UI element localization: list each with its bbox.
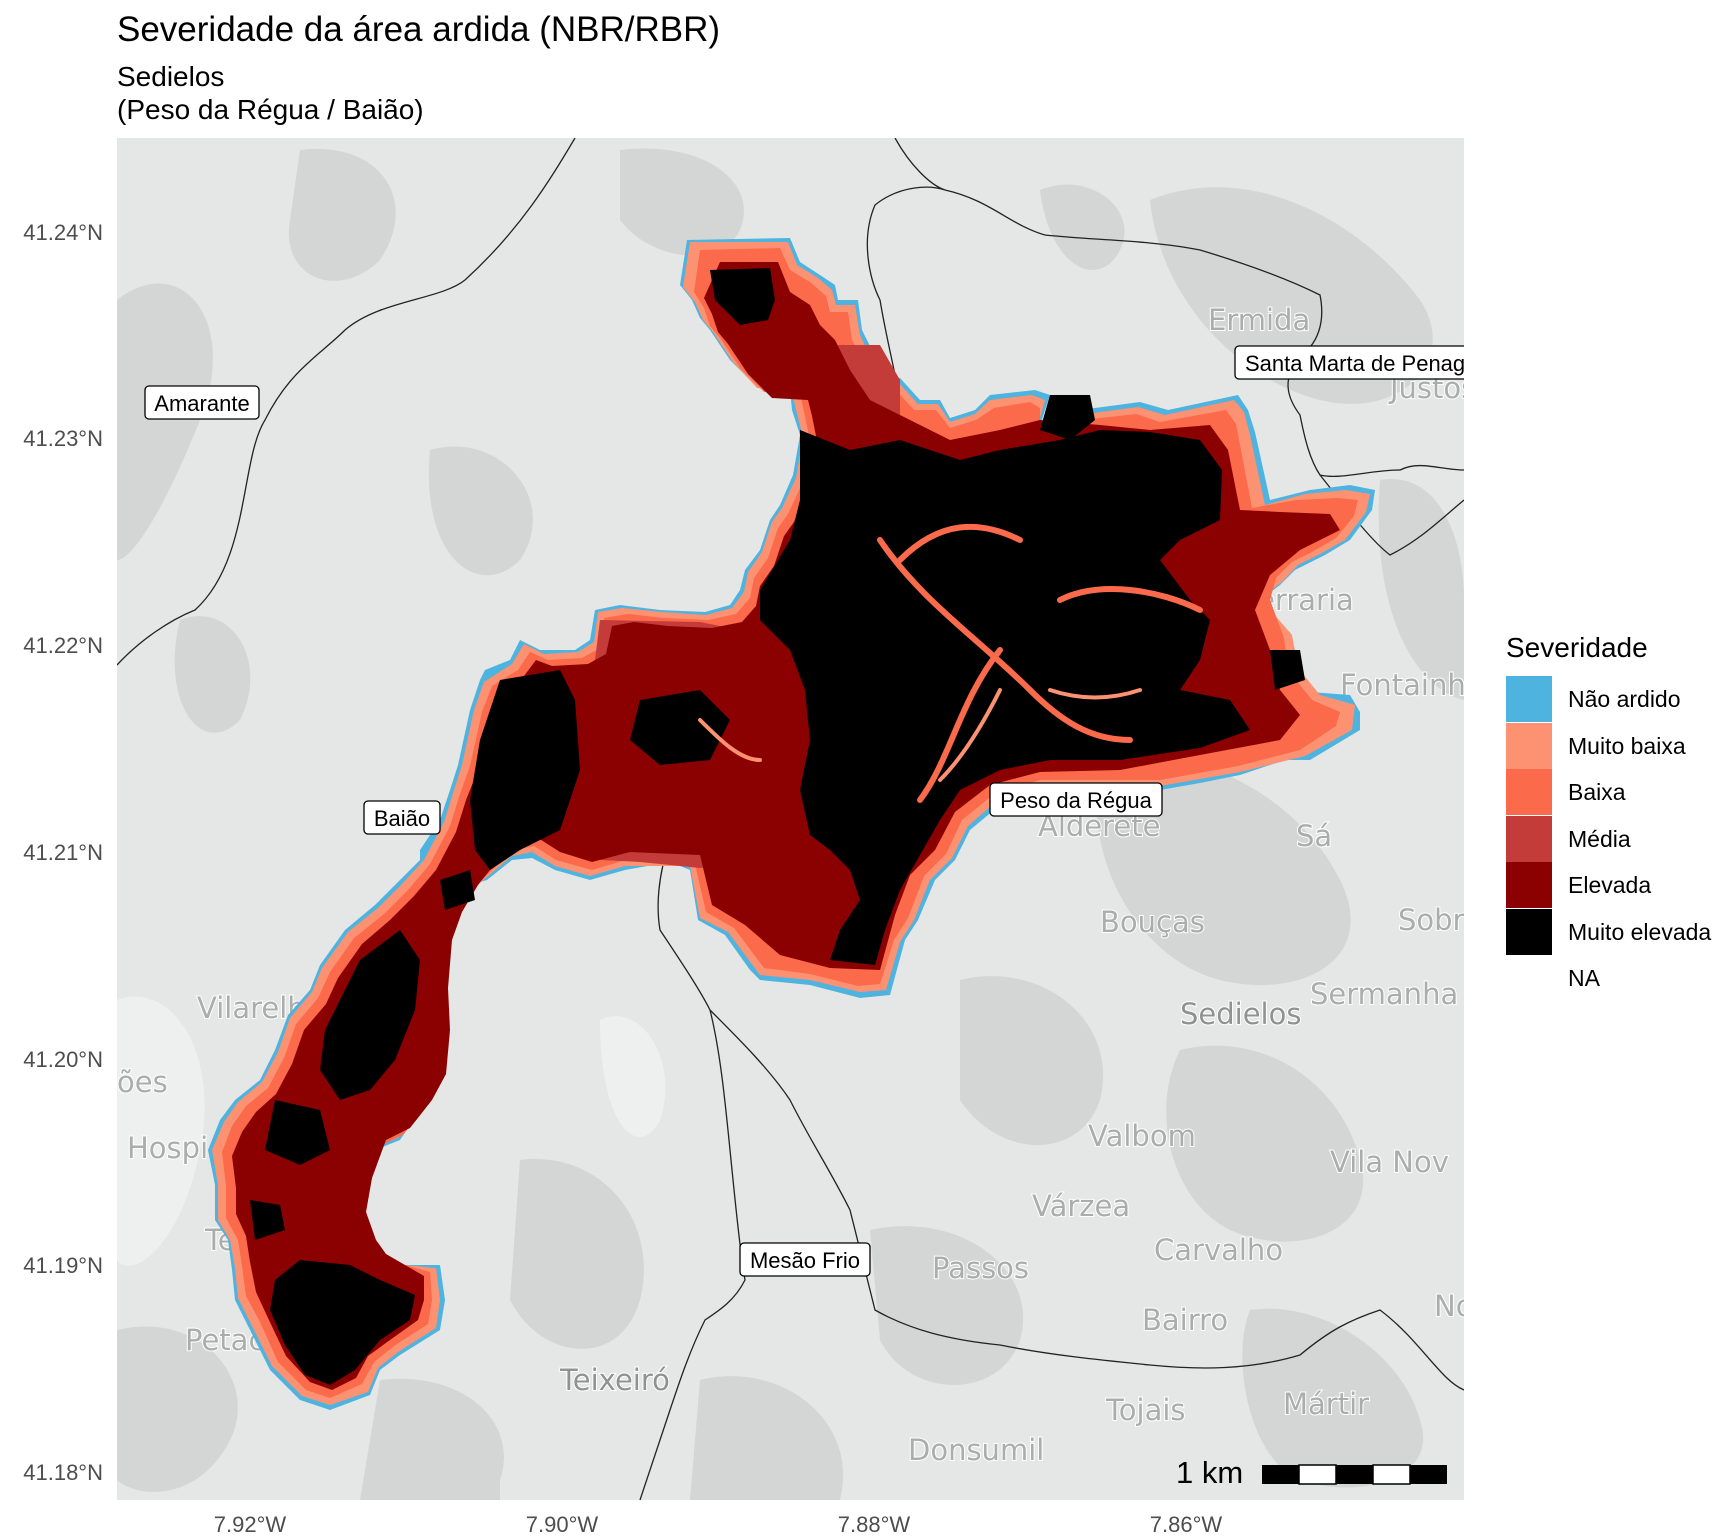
municipality-labels: Amarante Santa Marta de Penag Baião Peso… — [144, 345, 1465, 1277]
map-panel: Ermida Justos Ferraria Fontainh Alderete… — [117, 138, 1473, 1500]
burn-severity-layer — [208, 238, 1375, 1410]
legend-label: Baixa — [1568, 779, 1626, 805]
label-box — [363, 800, 441, 835]
legend-label: Muito baixa — [1568, 732, 1686, 759]
place-label: Vila Nov — [1330, 1145, 1449, 1179]
x-axis: 7.92°W 7.90°W 7.88°W 7.86°W — [214, 1512, 1223, 1536]
label-box — [989, 782, 1163, 817]
y-tick-label: 41.21°N — [23, 840, 103, 865]
severity-muito-elevada — [250, 268, 1305, 1385]
legend-label: Muito elevada — [1568, 918, 1712, 945]
y-tick-label: 41.20°N — [23, 1047, 103, 1072]
subtitle-line-2: (Peso da Régua / Baião) — [117, 94, 424, 125]
place-label: No — [1434, 1289, 1473, 1323]
label-amarante: Amarante — [154, 391, 249, 416]
severity-streaks — [877, 523, 1203, 803]
place-label: Fontainh — [1340, 668, 1466, 702]
place-label: Donsumil — [908, 1433, 1044, 1467]
y-tick-label: 41.19°N — [23, 1253, 103, 1278]
place-label: Sá — [1296, 819, 1332, 853]
x-tick-label: 7.88°W — [838, 1512, 911, 1536]
place-label: Várzea — [1032, 1189, 1130, 1223]
legend-swatch — [1506, 955, 1552, 1001]
severity-streaks-light — [698, 688, 1142, 782]
place-label: Valbom — [1088, 1119, 1196, 1153]
legend-swatch — [1506, 815, 1552, 862]
legend-swatch — [1506, 722, 1552, 769]
legend-label: Não ardido — [1568, 686, 1681, 712]
place-label: Hospi — [127, 1131, 208, 1165]
label-mesao-frio: Mesão Frio — [750, 1248, 860, 1273]
label-peso-da-regua: Peso da Régua — [1000, 788, 1152, 813]
place-label: Bairro — [1142, 1303, 1228, 1337]
x-tick-label: 7.90°W — [526, 1512, 599, 1536]
place-label: Teixeiró — [559, 1363, 670, 1397]
y-axis: 41.24°N 41.23°N 41.22°N 41.21°N 41.20°N … — [23, 220, 103, 1485]
scale-bar-segment — [1410, 1465, 1447, 1484]
basemap-terrain — [117, 148, 1464, 1500]
x-tick-label: 7.86°W — [1150, 1512, 1223, 1536]
place-label: Mártir — [1283, 1387, 1369, 1421]
legend-title: Severidade — [1506, 632, 1648, 663]
place-label: Sobr — [1398, 903, 1465, 937]
scale-bar-segment — [1336, 1465, 1373, 1484]
scale-bar — [1262, 1464, 1447, 1485]
label-box — [1234, 345, 1464, 380]
y-tick-label: 41.23°N — [23, 426, 103, 451]
y-tick-label: 41.24°N — [23, 220, 103, 245]
place-label: Carvalho — [1154, 1233, 1283, 1267]
label-baiao: Baião — [374, 806, 430, 831]
label-box — [144, 385, 260, 420]
legend-swatch — [1506, 862, 1552, 908]
label-santa-marta: Santa Marta de Penag — [1245, 351, 1465, 376]
legend-label: NA — [1568, 965, 1600, 991]
subtitle-line-1: Sedielos — [117, 61, 225, 92]
place-label: Passos — [932, 1251, 1029, 1285]
legend-swatch — [1506, 769, 1552, 815]
place-label: Tojais — [1105, 1393, 1186, 1427]
scale-bar-label: 1 km — [1176, 1455, 1244, 1490]
label-box — [739, 1242, 871, 1277]
scale-bar-segment — [1262, 1465, 1299, 1484]
y-tick-label: 41.22°N — [23, 633, 103, 658]
legend-swatch — [1506, 676, 1552, 722]
scale-bar-segment — [1372, 1464, 1411, 1485]
y-tick-label: 41.18°N — [23, 1460, 103, 1485]
place-label: ões — [117, 1065, 168, 1099]
x-tick-label: 7.92°W — [214, 1512, 287, 1536]
map-subtitle: Sedielos (Peso da Régua / Baião) — [117, 60, 424, 126]
legend-swatch — [1506, 908, 1552, 955]
place-label: Bouças — [1100, 905, 1205, 939]
place-label: Ermida — [1208, 303, 1310, 337]
legend-label: Elevada — [1568, 872, 1652, 898]
place-label: Sermanha — [1310, 977, 1458, 1011]
map-title: Severidade da área ardida (NBR/RBR) — [117, 10, 721, 49]
legend-label: Média — [1568, 825, 1631, 852]
scale-bar-segment — [1298, 1464, 1337, 1485]
place-label: Sedielos — [1180, 997, 1301, 1031]
